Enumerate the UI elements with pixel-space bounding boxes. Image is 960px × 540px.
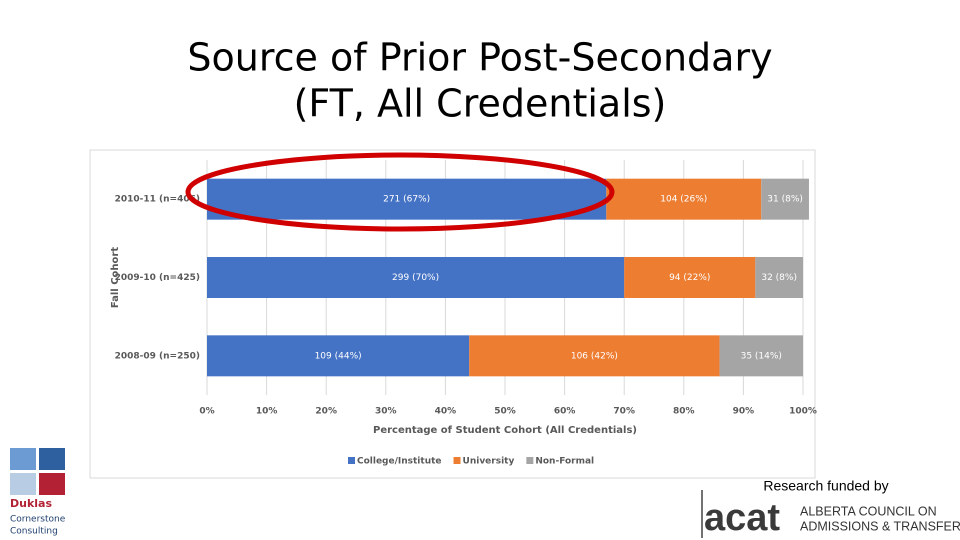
logo-text: Consulting bbox=[10, 527, 58, 537]
x-tick-label: 50% bbox=[494, 407, 516, 417]
bar-segment bbox=[624, 257, 756, 298]
y-tick-label: 2009-10 (n=425) bbox=[115, 273, 200, 283]
slide-title: Source of Prior Post-Secondary bbox=[187, 36, 772, 80]
x-tick-label: 100% bbox=[789, 407, 817, 417]
x-tick-label: 90% bbox=[733, 407, 755, 417]
acat-name: ALBERTA COUNCIL ON bbox=[800, 504, 937, 518]
logo-square bbox=[39, 473, 65, 495]
logo-square bbox=[39, 448, 65, 470]
bar-segment bbox=[207, 178, 607, 220]
x-tick-label: 0% bbox=[199, 407, 214, 417]
x-tick-label: 30% bbox=[375, 407, 397, 417]
acat-wordmark: acat bbox=[704, 497, 780, 539]
acat-name: ADMISSIONS & TRANSFER bbox=[800, 519, 960, 533]
x-tick-label: 60% bbox=[554, 407, 576, 417]
duklas-logo: Duklas Cornerstone Consulting bbox=[10, 448, 66, 537]
data-label: 271 (67%) bbox=[383, 195, 430, 205]
logo-square bbox=[10, 448, 36, 470]
logo-text: Cornerstone bbox=[10, 515, 66, 525]
data-label: 109 (44%) bbox=[315, 351, 362, 361]
legend-swatch bbox=[526, 457, 534, 464]
bar-segment bbox=[469, 335, 720, 377]
bar-segment bbox=[207, 335, 470, 377]
bar-segment bbox=[719, 335, 803, 377]
x-tick-label: 10% bbox=[256, 407, 278, 417]
data-label: 94 (22%) bbox=[669, 273, 710, 283]
highlight-ellipse bbox=[185, 152, 615, 232]
x-tick-label: 70% bbox=[613, 407, 635, 417]
bar-segment bbox=[755, 257, 803, 298]
y-tick-label: 2010-11 (n=406) bbox=[115, 195, 200, 205]
y-tick-label: 2008-09 (n=250) bbox=[115, 351, 200, 361]
x-tick-label: 40% bbox=[435, 407, 457, 417]
logo-square bbox=[10, 473, 36, 495]
data-label: 299 (70%) bbox=[392, 273, 439, 283]
data-label: 104 (26%) bbox=[660, 195, 707, 205]
data-label: 31 (8%) bbox=[767, 195, 803, 205]
chart: 0% 10% 20% 30% 40% 50% 60% 70% 80% 90% 100% Percent… bbox=[110, 160, 817, 467]
slide-title: (FT, All Credentials) bbox=[294, 82, 667, 126]
x-tick-label: 80% bbox=[673, 407, 695, 417]
bar-segment bbox=[606, 178, 762, 220]
logo-text: Duklas bbox=[10, 497, 52, 510]
legend-swatch bbox=[453, 457, 461, 464]
x-axis-title: Percentage of Student Cohort (All Creden… bbox=[373, 425, 637, 436]
y-axis-title: Fall Cohort bbox=[110, 247, 121, 308]
data-label: 35 (14%) bbox=[741, 351, 782, 361]
bar-segment bbox=[207, 257, 625, 298]
legend-label: Non-Formal bbox=[535, 457, 594, 467]
funded-text: Research funded by bbox=[763, 478, 888, 494]
data-label: 32 (8%) bbox=[761, 273, 797, 283]
data-label: 106 (42%) bbox=[571, 351, 618, 361]
acat-logo: acat ALBERTA COUNCIL ON ADMISSIONS & TRA… bbox=[701, 490, 960, 539]
x-tick-label: 20% bbox=[315, 407, 337, 417]
bar-segment bbox=[761, 178, 809, 220]
legend-swatch bbox=[348, 457, 355, 464]
legend-label: College/Institute bbox=[357, 457, 442, 467]
legend-label: University bbox=[463, 457, 515, 467]
